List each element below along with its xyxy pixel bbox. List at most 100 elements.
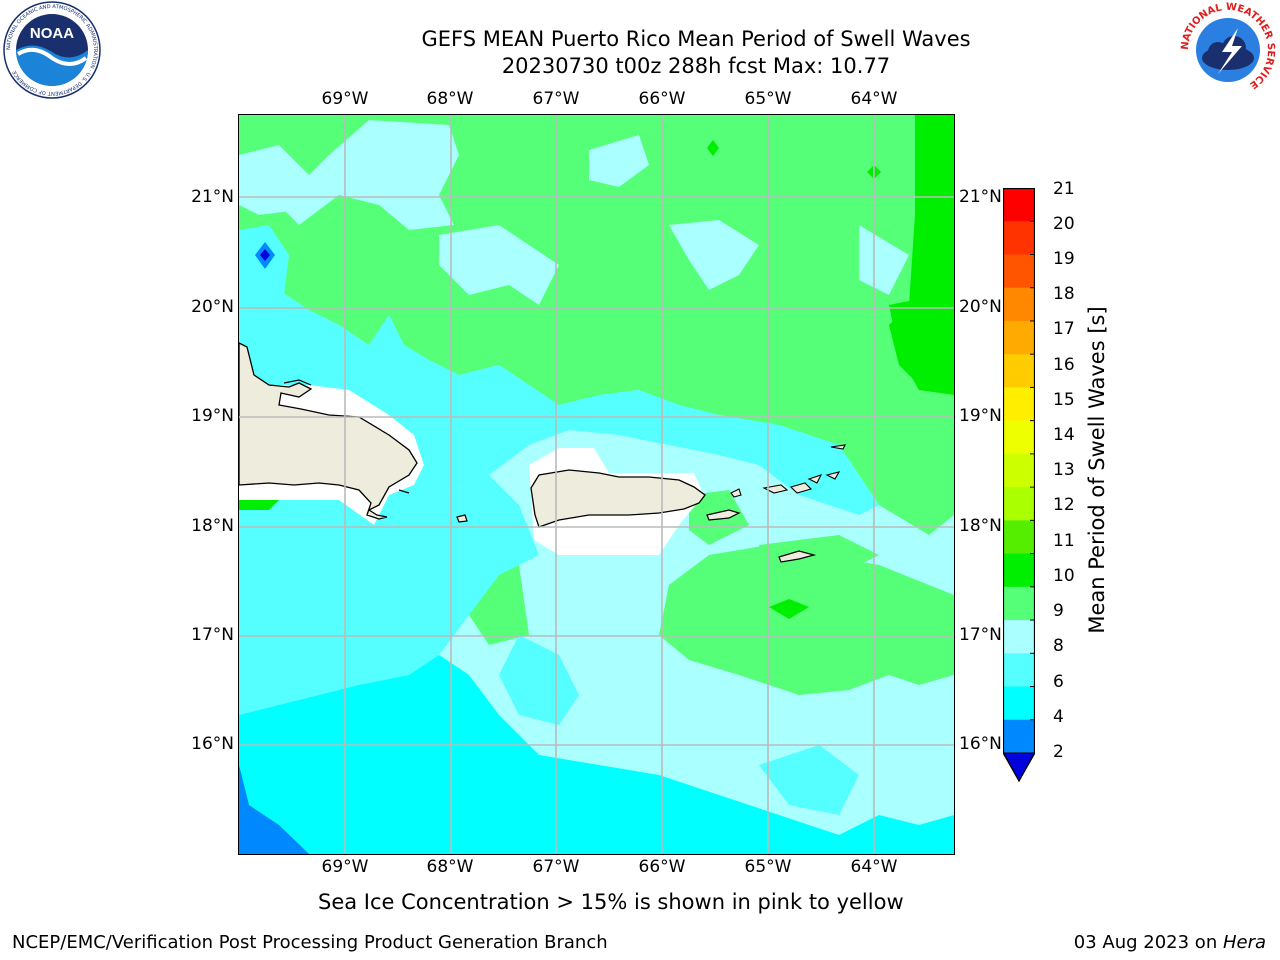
swell-period-map: [239, 115, 954, 854]
colorbar-tick-8: 8: [1053, 636, 1064, 656]
bright-green-dot-1: [707, 140, 719, 156]
graticule: [239, 115, 954, 854]
lon-label-bottom-66w: 66°W: [638, 857, 686, 877]
lon-label-top-66w: 66°W: [638, 89, 686, 109]
lon-label-bottom-64w: 64°W: [850, 857, 898, 877]
bright-green-dot-3: [769, 599, 809, 619]
mona-island: [456, 514, 468, 523]
colorbar-tick-2: 2: [1053, 742, 1064, 762]
colorbar-tick-18: 18: [1053, 284, 1075, 304]
colorbar-tick-17: 17: [1053, 319, 1075, 339]
bright-green-west-strip: [239, 500, 279, 510]
lon-label-top-67w: 67°W: [532, 89, 580, 109]
lat-label-right-21n: 21°N: [959, 187, 1002, 207]
colorbar-segment: [1003, 487, 1035, 521]
lat-label-left-17n: 17°N: [191, 625, 234, 645]
lon-label-top-69w: 69°W: [321, 89, 369, 109]
culebra-island: [730, 488, 742, 498]
lon-label-top-64w: 64°W: [850, 89, 898, 109]
anegada-island: [830, 444, 846, 450]
colorbar-underflow-arrow: [1003, 752, 1035, 783]
footer-host: Hera: [1222, 932, 1266, 953]
noaa-logo: NOAA NATIONAL OCEANIC AND ATMOSPHERIC AD…: [3, 1, 101, 99]
pale-pocket-north-4: [669, 220, 759, 290]
lat-label-right-17n: 17°N: [959, 625, 1002, 645]
pale-pocket-north-3: [279, 120, 459, 230]
lat-label-left-21n: 21°N: [191, 187, 234, 207]
colorbar-tick-21: 21: [1053, 179, 1075, 199]
tortola-island: [807, 474, 823, 484]
pale-pocket-north-5: [439, 225, 559, 305]
st-john-island: [789, 482, 813, 494]
vieques-island: [706, 509, 741, 521]
virgin-gorda-island: [825, 471, 841, 480]
colorbar-tick-11: 11: [1053, 531, 1075, 551]
green-southeast-region: [659, 545, 954, 695]
tortuga-island: [283, 379, 312, 386]
noaa-logo-text: NOAA: [30, 25, 74, 42]
colorbar-tick-6: 6: [1053, 672, 1064, 692]
pale-pocket-north-2: [589, 135, 649, 187]
lat-label-right-19n: 19°N: [959, 406, 1002, 426]
chart-title: GEFS MEAN Puerto Rico Mean Period of Swe…: [421, 27, 971, 51]
colorbar-tick-10: 10: [1053, 566, 1075, 586]
colorbar-tick-4: 4: [1053, 707, 1064, 727]
lon-label-bottom-69w: 69°W: [321, 857, 369, 877]
colorbar-segment: [1003, 387, 1035, 422]
st-croix-island: [778, 550, 817, 563]
lat-label-left-18n: 18°N: [191, 516, 234, 536]
cyan-southern-band: [239, 655, 954, 854]
lon-label-bottom-65w: 65°W: [744, 857, 792, 877]
colorbar-tick-20: 20: [1053, 214, 1075, 234]
colorbar: [1003, 188, 1035, 783]
light-cyan-south-east: [759, 745, 859, 815]
colorbar-segment: [1003, 354, 1035, 388]
colorbar-tick-9: 9: [1053, 601, 1064, 621]
colorbar-tick-19: 19: [1053, 249, 1075, 269]
lat-label-right-18n: 18°N: [959, 516, 1002, 536]
pale-pocket-north-6: [859, 225, 909, 295]
blue-southwest-corner: [239, 765, 309, 854]
colorbar-segment: [1003, 320, 1035, 355]
nws-logo: NATIONAL WEATHER SERVICE: [1180, 2, 1276, 98]
saona-island: [398, 489, 410, 494]
lon-label-top-68w: 68°W: [426, 89, 474, 109]
colorbar-segment: [1003, 287, 1035, 322]
colorbar-tick-13: 13: [1053, 460, 1075, 480]
lat-label-left-20n: 20°N: [191, 297, 234, 317]
lat-label-right-16n: 16°N: [959, 734, 1002, 754]
colorbar-segment: [1003, 553, 1035, 588]
deep-blue-nw-dot: [260, 249, 270, 261]
colorbar-segment: [1003, 653, 1035, 688]
lat-label-left-16n: 16°N: [191, 734, 234, 754]
colorbar-segment: [1003, 254, 1035, 289]
colorbar-segment: [1003, 520, 1035, 555]
colorbar-segment: [1003, 420, 1035, 455]
bright-green-east-lobe: [889, 297, 954, 395]
colorbar-tick-16: 16: [1053, 355, 1075, 375]
sea-ice-note: Sea Ice Concentration > 15% is shown in …: [318, 890, 904, 914]
hispaniola-land: [239, 342, 418, 520]
st-thomas-island: [762, 484, 789, 494]
lat-label-left-19n: 19°N: [191, 406, 234, 426]
colorbar-outline: [1003, 188, 1035, 783]
lon-label-bottom-67w: 67°W: [532, 857, 580, 877]
footer-date-text: 03 Aug 2023 on: [1073, 932, 1223, 953]
colorbar-segment: [1003, 719, 1035, 754]
colorbar-tick-15: 15: [1053, 390, 1075, 410]
footer-date: 03 Aug 2023 on Hera: [1074, 932, 1266, 953]
colorbar-segment: [1003, 586, 1035, 621]
lat-label-right-20n: 20°N: [959, 297, 1002, 317]
chart-subtitle: 20230730 t00z 288h fcst Max: 10.77: [501, 54, 891, 78]
colorbar-label: Mean Period of Swell Waves [s]: [1085, 306, 1109, 634]
footer-branch: NCEP/EMC/Verification Post Processing Pr…: [12, 932, 608, 953]
light-cyan-south-west: [239, 475, 539, 715]
colorbar-segment: [1003, 620, 1035, 654]
colorbar-segment: [1003, 686, 1035, 721]
colorbar-tick-14: 14: [1053, 425, 1075, 445]
lon-label-bottom-68w: 68°W: [426, 857, 474, 877]
light-cyan-south-central: [499, 635, 579, 725]
green-virgin-islands: [759, 535, 879, 585]
colorbar-tick-12: 12: [1053, 495, 1075, 515]
colorbar-segment: [1003, 221, 1035, 255]
